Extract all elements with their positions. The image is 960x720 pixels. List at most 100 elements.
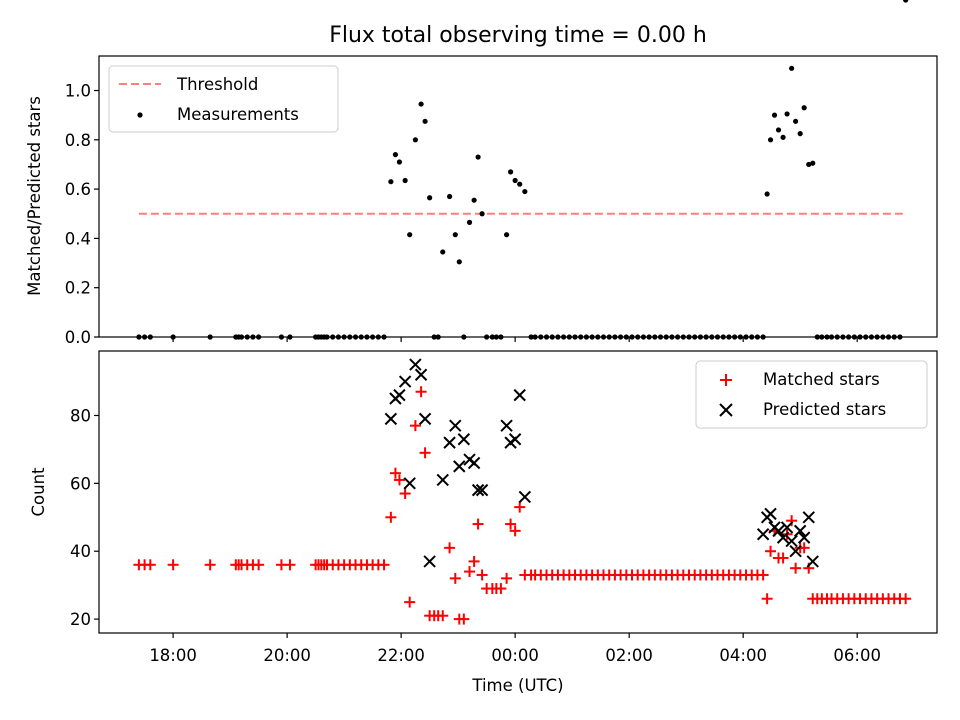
measurement-point xyxy=(903,0,909,3)
matched-star-point xyxy=(458,613,470,625)
x-tick-label: 20:00 xyxy=(263,646,311,665)
predicted-star-point xyxy=(393,388,406,402)
matched-star-point xyxy=(415,386,427,398)
ratio-y-ticks: 0.0 0.2 0.4 0.6 0.8 1.0 xyxy=(65,82,99,347)
predicted-star-point xyxy=(797,531,811,544)
matched-star-point xyxy=(509,525,521,537)
measurement-point xyxy=(775,127,782,133)
predicted-star-point xyxy=(414,368,428,381)
measurement-point xyxy=(767,137,774,143)
predicted-star-point xyxy=(518,490,532,504)
measurement-point xyxy=(764,191,770,197)
count-legend-box xyxy=(695,360,928,429)
y-tick-label: 0.4 xyxy=(65,229,91,248)
x-tick-label: 06:00 xyxy=(833,646,881,665)
matched-star-point xyxy=(393,474,405,486)
y-tick-label: 40 xyxy=(70,542,91,561)
measurement-point xyxy=(446,193,453,200)
measurement-point xyxy=(407,232,413,238)
predicted-star-point xyxy=(780,521,794,534)
matched-star-point xyxy=(476,569,488,581)
measurement-point xyxy=(517,181,523,187)
predicted-star-point xyxy=(384,412,398,426)
predicted-star-point xyxy=(793,524,807,538)
measurement-point xyxy=(471,197,477,203)
ratio-y-axis-label: Matched/Predicted stars xyxy=(25,96,44,296)
matched-star-point xyxy=(389,467,401,479)
matched-star-point xyxy=(167,559,179,571)
y-tick-label: 0.0 xyxy=(65,328,91,347)
predicted-star-point xyxy=(423,555,436,568)
predicted-stars-layer xyxy=(384,358,819,568)
matched-star-point xyxy=(790,562,802,574)
matched-star-point xyxy=(514,501,526,513)
measurement-point xyxy=(512,177,518,184)
count-x-ticks: 18:00 20:00 22:00 00:00 02:00 04:00 06:00 xyxy=(149,633,881,665)
measurements-legend-swatch xyxy=(137,112,143,118)
count-plot-frame xyxy=(98,350,938,634)
measurement-point xyxy=(456,259,462,265)
predicted-star-point xyxy=(436,473,449,487)
predicted-stars-legend-label: Predicted stars xyxy=(763,400,886,419)
matched-star-point xyxy=(144,559,156,571)
ratio-legend: Threshold Measurements xyxy=(108,65,339,133)
predicted-star-point xyxy=(772,524,785,538)
predicted-star-point xyxy=(398,375,412,388)
matched-star-point xyxy=(399,488,411,500)
predicted-star-point xyxy=(802,511,815,524)
count-legend: Matched stars Predicted stars xyxy=(695,360,928,429)
predicted-star-point xyxy=(403,477,416,490)
predicted-star-point xyxy=(453,460,466,473)
measurement-point xyxy=(422,118,428,124)
predicted-stars-legend-swatch xyxy=(719,403,733,417)
count-y-axis-label: Count xyxy=(29,467,48,517)
measurement-point xyxy=(412,137,418,143)
predicted-star-point xyxy=(508,433,522,446)
measurements-legend-label: Measurements xyxy=(177,105,299,124)
predicted-star-point xyxy=(513,388,526,402)
matched-star-point xyxy=(464,566,476,578)
measurement-point xyxy=(789,65,795,71)
y-tick-label: 0.6 xyxy=(65,180,91,199)
matched-star-point xyxy=(501,572,513,584)
predicted-star-point xyxy=(785,534,798,548)
matched-star-point xyxy=(472,518,484,530)
matched-star-point xyxy=(761,593,773,605)
matched-star-point xyxy=(404,596,416,608)
measurement-point xyxy=(402,177,408,184)
ratio-panel: 0.0 0.2 0.4 0.6 0.8 1.0 Matched/Predicted sta… xyxy=(25,0,938,347)
measurement-point xyxy=(522,188,528,195)
matched-star-point xyxy=(765,545,777,557)
ratio-x-ticks xyxy=(172,337,858,342)
x-tick-label: 22:00 xyxy=(377,646,425,665)
matched-star-point xyxy=(437,610,449,622)
y-tick-label: 20 xyxy=(70,610,91,629)
matched-star-point xyxy=(505,518,517,530)
measurement-point xyxy=(475,154,481,160)
x-tick-label: 02:00 xyxy=(605,646,653,665)
measurement-point xyxy=(479,211,485,217)
predicted-star-point xyxy=(475,483,489,497)
measurement-point xyxy=(452,232,458,238)
measurement-point xyxy=(810,160,816,166)
measurements-layer xyxy=(136,0,909,340)
predicted-star-point xyxy=(471,483,485,497)
count-panel: 20 40 60 80 18:00 20:00 22:00 00:00 02:00 04:00 0… xyxy=(29,350,938,695)
matched-star-point xyxy=(757,569,769,581)
measurement-point xyxy=(801,105,807,111)
y-tick-label: 0.2 xyxy=(65,279,91,298)
predicted-star-point xyxy=(776,531,790,544)
measurement-point xyxy=(388,179,394,185)
matched-star-point xyxy=(468,555,480,567)
matched-star-point xyxy=(284,559,296,571)
predicted-star-point xyxy=(789,545,802,558)
matched-star-point xyxy=(495,583,507,595)
measurement-point xyxy=(780,134,786,140)
predicted-star-point xyxy=(764,507,777,521)
x-tick-label: 18:00 xyxy=(149,646,197,665)
measurement-point xyxy=(793,118,799,124)
matched-stars-legend-swatch xyxy=(720,374,732,386)
measurement-point xyxy=(392,151,399,158)
measurement-point xyxy=(418,101,424,107)
predicted-star-point xyxy=(449,419,462,432)
